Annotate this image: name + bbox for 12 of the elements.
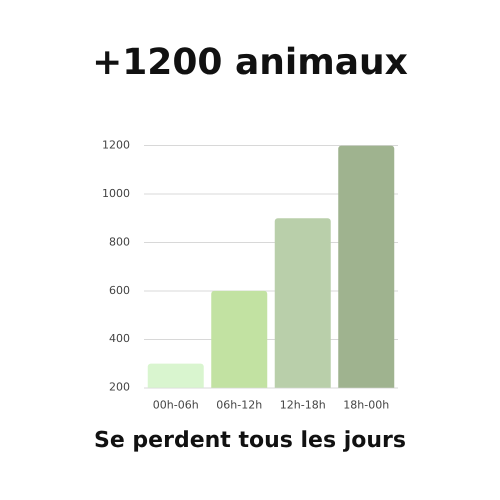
x-tick-label: 18h-00h	[343, 398, 390, 412]
text: Se perdent tous les jours	[93, 428, 407, 453]
x-tick-label: 06h-12h	[216, 398, 262, 412]
y-tick-label: 200	[108, 380, 130, 394]
y-tick-label: 600	[108, 284, 130, 297]
y-tick-label: 800	[108, 235, 130, 248]
chart-title: +1200 animaux	[91, 42, 409, 83]
y-tick-label: 400	[108, 332, 130, 346]
y-tick-label: 1200	[102, 138, 130, 152]
x-tick-label: 12h-18h	[280, 398, 326, 412]
y-tick-label: 1000	[102, 186, 130, 200]
x-tick-label: 00h-06h	[152, 398, 199, 412]
